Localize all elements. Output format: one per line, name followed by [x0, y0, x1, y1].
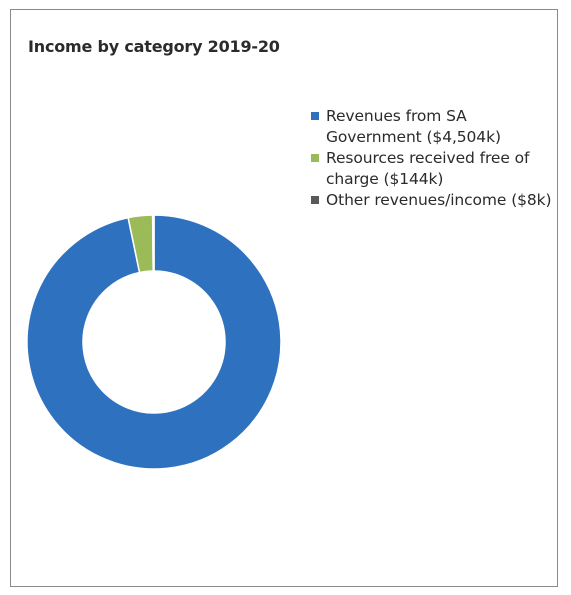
legend-label: Resources received free of charge ($144k…	[326, 149, 530, 188]
legend-item-other-revenues: Other revenues/income ($8k)	[311, 190, 557, 211]
slice-other-revenues	[151, 214, 155, 272]
legend-label: Revenues from SA Government ($4,504k)	[326, 107, 501, 146]
slice-sa-government	[26, 214, 282, 470]
legend-swatch	[311, 112, 319, 120]
legend-item-resources-free-of-charge: Resources received free of charge ($144k…	[311, 148, 557, 190]
legend: Revenues from SA Government ($4,504k) Re…	[311, 106, 557, 211]
chart-title: Income by category 2019-20	[28, 37, 280, 56]
donut-slices	[26, 214, 282, 470]
legend-item-sa-government: Revenues from SA Government ($4,504k)	[311, 106, 557, 148]
legend-swatch	[311, 154, 319, 162]
legend-label: Other revenues/income ($8k)	[326, 191, 552, 209]
legend-swatch	[311, 196, 319, 204]
chart-frame	[10, 9, 558, 587]
